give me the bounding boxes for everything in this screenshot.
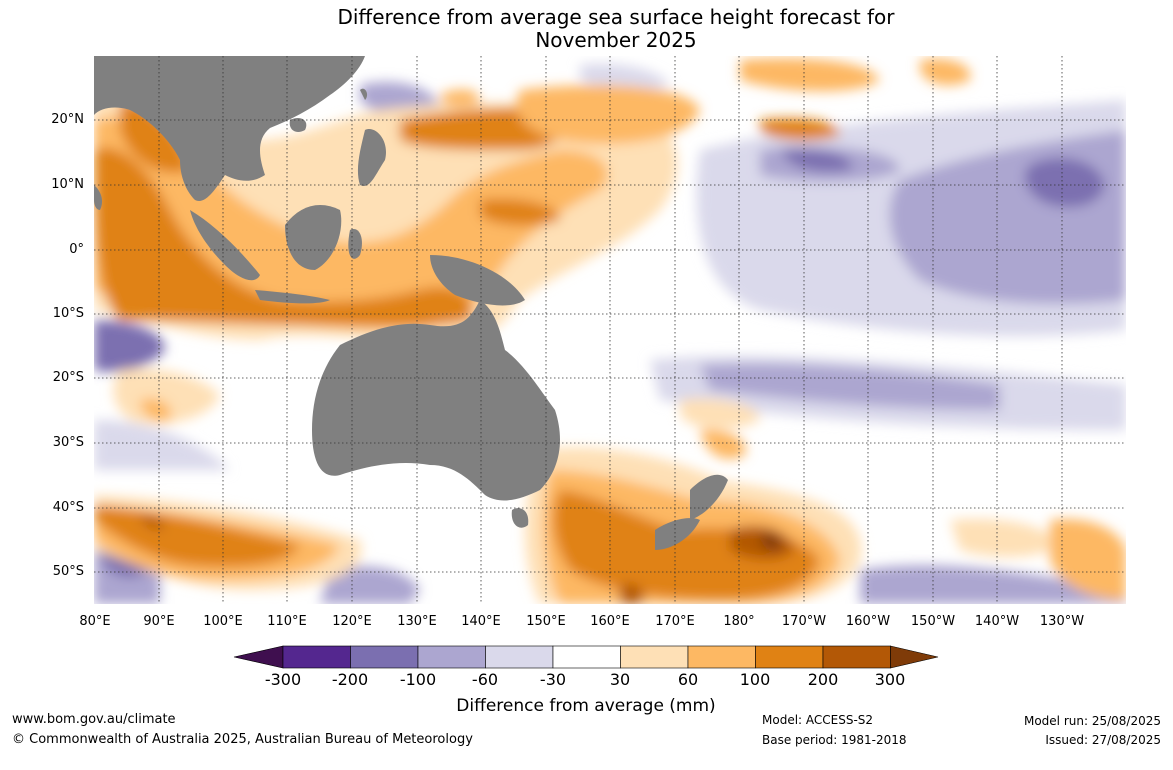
hainan <box>289 118 307 132</box>
lat-label-40s: 40°S <box>52 500 84 515</box>
colorbar-tick: -30 <box>539 670 567 689</box>
lon-label-80e: 80°E <box>79 614 111 629</box>
australia <box>312 300 560 501</box>
map-title-line1: Difference from average sea surface heig… <box>337 5 895 29</box>
lon-label-180: 180° <box>723 614 755 629</box>
lat-label-30s: 30°S <box>52 435 84 450</box>
lon-label-150e: 150°E <box>526 614 566 629</box>
base-period: Base period: 1981-2018 <box>762 733 907 747</box>
colorbar-tick: -100 <box>399 670 437 689</box>
lon-label-170e: 170°E <box>655 614 695 629</box>
colorbar-tick: -200 <box>331 670 369 689</box>
taiwan <box>360 88 368 100</box>
colorbar-tick: 200 <box>807 670 839 689</box>
lat-label-20s: 20°S <box>52 370 84 385</box>
lon-label-160e: 160°E <box>590 614 630 629</box>
colorbar-tick: 100 <box>739 670 771 689</box>
lon-label-140w: 140°W <box>974 614 1020 629</box>
anomaly-field <box>94 58 1126 604</box>
colorbar-segment <box>417 645 486 669</box>
lon-label-100e: 100°E <box>203 614 243 629</box>
colorbar-tick: 60 <box>677 670 699 689</box>
lon-label-110e: 110°E <box>267 614 307 629</box>
graticule <box>94 56 1126 604</box>
issued-date: Issued: 27/08/2025 <box>1045 733 1161 747</box>
colorbar-segment <box>552 645 621 669</box>
model-name: Model: ACCESS-S2 <box>762 713 874 727</box>
new-guinea <box>430 255 525 306</box>
lon-label-90e: 90°E <box>143 614 175 629</box>
model-run-date: Model run: 25/08/2025 <box>1023 714 1161 728</box>
map-title-line2: November 2025 <box>535 28 697 52</box>
land-masses <box>94 56 728 550</box>
philippines <box>357 129 386 186</box>
lon-label-160w: 160°W <box>845 614 891 629</box>
colorbar-tick: 30 <box>609 670 631 689</box>
colorbar-segment <box>620 645 689 669</box>
java <box>255 290 330 304</box>
lon-label-130e: 130°E <box>397 614 437 629</box>
colorbar-tick: -60 <box>471 670 499 689</box>
sumatra <box>190 210 260 281</box>
tasmania <box>511 508 529 528</box>
lon-label-120e: 120°E <box>332 614 372 629</box>
new-zealand <box>655 474 728 550</box>
colorbar-segment <box>755 645 824 669</box>
colorbar-legend <box>233 645 939 669</box>
asia-mainland <box>94 56 365 201</box>
colorbar-label: Difference from average (mm) <box>456 696 716 716</box>
colorbar-high-arrow <box>890 645 939 669</box>
lon-label-130w: 130°W <box>1039 614 1085 629</box>
colorbar-segment <box>485 645 554 669</box>
website-link[interactable]: www.bom.gov.au/climate <box>12 712 176 727</box>
lat-label-10n: 10°N <box>51 177 84 192</box>
copyright-text: © Commonwealth of Australia 2025, Austra… <box>12 732 473 747</box>
colorbar-segment <box>282 645 351 669</box>
lon-label-140e: 140°E <box>461 614 501 629</box>
colorbar-segment <box>687 645 756 669</box>
lat-label-0: 0° <box>69 242 84 257</box>
lat-label-20n: 20°N <box>51 112 84 127</box>
colorbar-low-arrow <box>233 645 284 669</box>
sea-surface-height-map <box>94 56 1126 604</box>
lat-label-50s: 50°S <box>52 564 84 579</box>
borneo <box>285 205 342 270</box>
colorbar-segment <box>822 645 891 669</box>
lon-label-150w: 150°W <box>910 614 956 629</box>
colorbar-tick: 300 <box>874 670 906 689</box>
sulawesi <box>348 229 362 259</box>
lat-label-10s: 10°S <box>52 306 84 321</box>
lon-label-170w: 170°W <box>781 614 827 629</box>
colorbar-segment <box>350 645 419 669</box>
sri-lanka-area <box>94 185 103 210</box>
colorbar-tick: -300 <box>264 670 302 689</box>
